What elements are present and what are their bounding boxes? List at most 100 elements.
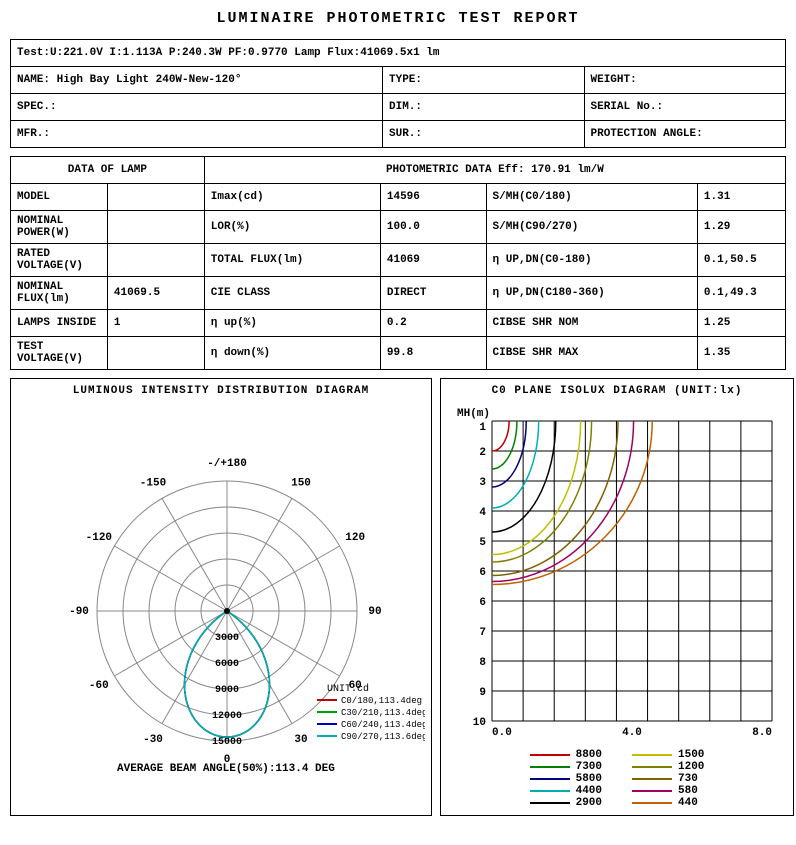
header-cell: WEIGHT: [584,67,786,94]
cell: S/MH(C0/180) [486,184,697,211]
svg-text:C0/180,113.4deg: C0/180,113.4deg [341,696,422,706]
cell: 41069.5 [107,277,204,310]
cell: 1 [107,310,204,337]
legend-item: 4400 [530,785,602,797]
header-cell: MFR.: [11,121,383,148]
legend-item: 8800 [530,749,602,761]
legend-item: 440 [632,797,704,809]
svg-text:15000: 15000 [212,737,242,748]
report-title: LUMINAIRE PHOTOMETRIC TEST REPORT [10,10,786,27]
cell: LAMPS INSIDE [11,310,108,337]
data-table: DATA OF LAMP PHOTOMETRIC DATA Eff: 170.9… [10,156,786,370]
cell: 1.31 [697,184,785,211]
cell: NOMINAL POWER(W) [11,211,108,244]
svg-text:9000: 9000 [215,685,239,696]
legend-item: 730 [632,773,704,785]
header-cell: SPEC.: [11,94,383,121]
svg-text:-30: -30 [143,734,163,746]
test-line: Test:U:221.0V I:1.113A P:240.3W PF:0.977… [11,40,786,67]
svg-text:6: 6 [479,567,486,579]
cell: RATED VOLTAGE(V) [11,244,108,277]
legend-item: 1500 [632,749,704,761]
svg-text:-120: -120 [86,532,112,544]
svg-text:-60: -60 [89,680,109,692]
svg-text:3000: 3000 [215,633,239,644]
cell: TOTAL FLUX(lm) [204,244,380,277]
cell: 1.25 [697,310,785,337]
cell: CIBSE SHR MAX [486,337,697,370]
cell: 99.8 [380,337,486,370]
header-cell: TYPE: [383,67,585,94]
svg-text:7: 7 [479,627,486,639]
svg-text:30: 30 [294,734,307,746]
cell: DIRECT [380,277,486,310]
svg-text:12000: 12000 [212,711,242,722]
svg-text:150: 150 [291,478,311,490]
svg-text:8: 8 [479,657,486,669]
cell: 0.1,50.5 [697,244,785,277]
svg-text:120: 120 [345,532,365,544]
cell: CIBSE SHR NOM [486,310,697,337]
legend-item: 2900 [530,797,602,809]
svg-text:-/+180: -/+180 [207,458,247,470]
cell: NOMINAL FLUX(lm) [11,277,108,310]
cell: S/MH(C90/270) [486,211,697,244]
cell: 1.29 [697,211,785,244]
cell: CIE CLASS [204,277,380,310]
cell: Imax(cd) [204,184,380,211]
svg-text:MH(m): MH(m) [457,408,490,420]
cell [107,244,204,277]
data-of-lamp-header: DATA OF LAMP [11,157,205,184]
cell: 14596 [380,184,486,211]
header-cell: PROTECTION ANGLE: [584,121,786,148]
svg-text:3: 3 [479,477,486,489]
cell: 100.0 [380,211,486,244]
cell: η up(%) [204,310,380,337]
header-table: Test:U:221.0V I:1.113A P:240.3W PF:0.977… [10,39,786,148]
cell: η down(%) [204,337,380,370]
cell: LOR(%) [204,211,380,244]
cell: 1.35 [697,337,785,370]
svg-text:5: 5 [479,537,486,549]
header-cell: SUR.: [383,121,585,148]
legend-item: 5800 [530,773,602,785]
svg-text:-90: -90 [69,606,89,618]
cell: 0.1,49.3 [697,277,785,310]
cell: η UP,DN(C180-360) [486,277,697,310]
photometric-data-header: PHOTOMETRIC DATA Eff: 170.91 lm/W [204,157,785,184]
isolux-chart-box: C0 PLANE ISOLUX DIAGRAM (UNIT:lx) MH(m) 1… [440,378,794,816]
svg-text:C60/240,113.4deg: C60/240,113.4deg [341,720,425,730]
cell [107,184,204,211]
svg-text:C90/270,113.6deg: C90/270,113.6deg [341,732,425,742]
svg-text:0.0: 0.0 [492,727,512,739]
svg-text:4.0: 4.0 [622,727,642,739]
polar-chart-box: LUMINOUS INTENSITY DISTRIBUTION DIAGRAM … [10,378,432,816]
polar-title: LUMINOUS INTENSITY DISTRIBUTION DIAGRAM [17,385,425,397]
cell: MODEL [11,184,108,211]
legend-item: 1200 [632,761,704,773]
svg-text:AVERAGE BEAM ANGLE(50%):113.4: AVERAGE BEAM ANGLE(50%):113.4 DEG [117,763,335,775]
legend-item: 7300 [530,761,602,773]
svg-text:1: 1 [479,422,486,434]
legend-item: 580 [632,785,704,797]
cell: TEST VOLTAGE(V) [11,337,108,370]
cell: η UP,DN(C0-180) [486,244,697,277]
cell [107,337,204,370]
svg-text:10: 10 [473,717,486,729]
isolux-title: C0 PLANE ISOLUX DIAGRAM (UNIT:lx) [447,385,787,397]
cell: 0.2 [380,310,486,337]
cell: 41069 [380,244,486,277]
svg-text:8.0: 8.0 [752,727,772,739]
svg-text:6: 6 [479,597,486,609]
header-cell: SERIAL No.: [584,94,786,121]
polar-svg: -/+1801501209060300-30-60-90-120-1503000… [17,401,425,801]
isolux-legend: 88007300580044002900 15001200730580440 [447,749,787,809]
cell [107,211,204,244]
svg-text:90: 90 [368,606,381,618]
svg-text:C30/210,113.4deg: C30/210,113.4deg [341,708,425,718]
isolux-svg: MH(m)1234566789100.04.08.0S(m) [447,401,787,741]
header-cell: DIM.: [383,94,585,121]
header-cell: NAME: High Bay Light 240W-New-120° [11,67,383,94]
svg-text:4: 4 [479,507,486,519]
svg-text:-150: -150 [140,478,166,490]
